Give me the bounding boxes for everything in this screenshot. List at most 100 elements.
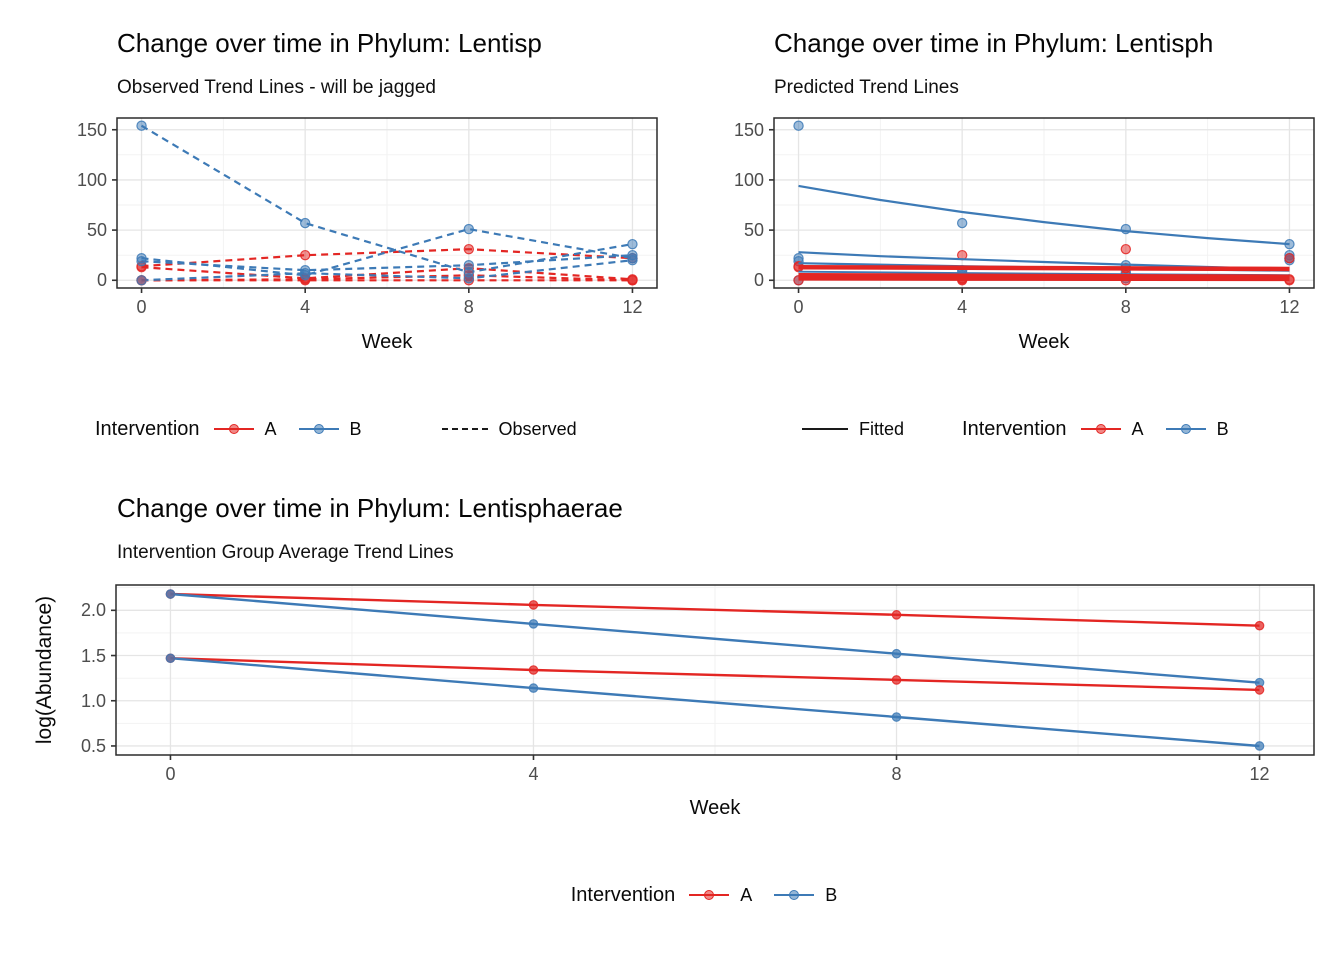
fitted-line-A-fit-1 xyxy=(798,264,1290,272)
y-tick-label: 50 xyxy=(743,220,764,241)
data-point xyxy=(956,217,968,229)
observed-line-A-subject-3 xyxy=(141,274,633,282)
data-point xyxy=(165,589,176,599)
data-point xyxy=(627,255,638,266)
average-line-A-average-lower xyxy=(170,657,1260,692)
panel2-legend-label-a: A xyxy=(1131,418,1144,439)
average-line-A-average-upper xyxy=(170,592,1260,627)
x-tick-label: 12 xyxy=(1249,764,1270,784)
panel3-legend-label-b: B xyxy=(825,884,838,905)
x-tick-label: 4 xyxy=(528,764,539,784)
data-point xyxy=(299,268,311,279)
y-tick-label: 1.0 xyxy=(80,690,106,711)
data-point xyxy=(1120,243,1132,255)
fitted-line-A-fit-2 xyxy=(798,272,1290,280)
x-tick-label: 0 xyxy=(793,297,804,317)
data-point xyxy=(136,120,147,131)
y-tick-label: 100 xyxy=(76,169,107,190)
x-tick-label: 8 xyxy=(891,764,902,784)
x-tick-label: 0 xyxy=(136,297,147,317)
data-point xyxy=(528,619,539,629)
panel3-subtitle: Intervention Group Average Trend Lines xyxy=(117,542,454,563)
fitted-line-B-fit-1 xyxy=(798,184,1290,246)
data-point xyxy=(136,275,147,286)
legend-key-A-icon xyxy=(689,888,730,902)
data-point xyxy=(463,223,475,235)
panel3-legend-label-a: A xyxy=(740,884,753,905)
panel1-legend-label-b: B xyxy=(349,418,362,439)
y-tick-label: 150 xyxy=(733,119,764,140)
panel1-legend-label-linetype: Observed xyxy=(498,418,577,439)
data-point xyxy=(891,648,902,659)
y-tick-label: 150 xyxy=(76,119,107,140)
data-point xyxy=(299,217,311,229)
data-point xyxy=(891,712,902,722)
panel3-xaxis-label: Week xyxy=(689,797,741,819)
data-point xyxy=(1284,252,1295,264)
panel2-xaxis-label: Week xyxy=(1018,331,1070,353)
observed-line-A-subject-1 xyxy=(141,248,633,268)
x-tick-label: 0 xyxy=(165,764,176,784)
data-point xyxy=(627,275,638,286)
panel2-legend: Fitted Intervention A B xyxy=(802,412,1251,446)
data-point xyxy=(528,665,539,675)
data-point xyxy=(528,683,539,693)
data-point xyxy=(627,238,638,250)
legend-key-B-icon xyxy=(774,888,815,902)
average-line-B-average-lower xyxy=(170,657,1260,748)
panel1-legend-label-a: A xyxy=(264,418,277,439)
y-tick-label: 50 xyxy=(86,220,107,241)
observed-line-A-subject-2 xyxy=(141,266,633,281)
data-point xyxy=(528,600,539,610)
data-point xyxy=(1254,620,1265,631)
legend-key-fitted-icon xyxy=(802,422,848,436)
panel3-legend: Intervention A B xyxy=(116,878,1314,912)
y-tick-label: 0 xyxy=(96,270,107,291)
data-point xyxy=(463,273,475,284)
y-tick-label: 2.0 xyxy=(80,600,106,621)
y-tick-label: 100 xyxy=(733,169,764,190)
legend-key-A-icon xyxy=(213,422,254,436)
data-point xyxy=(299,249,311,261)
legend-key-B-icon xyxy=(1165,422,1206,436)
data-point xyxy=(463,243,475,255)
panel1-legend-title: Intervention xyxy=(95,417,200,440)
panel2-legend-label-linetype: Fitted xyxy=(859,418,905,439)
data-point xyxy=(1254,741,1265,751)
legend-key-A-icon xyxy=(1080,422,1121,436)
x-tick-label: 12 xyxy=(622,297,643,317)
x-tick-label: 8 xyxy=(463,297,474,317)
legend-key-B-icon xyxy=(298,422,339,436)
y-tick-label: 0 xyxy=(753,270,764,291)
panel2-legend-label-b: B xyxy=(1216,418,1229,439)
data-point xyxy=(891,610,902,620)
data-point xyxy=(165,653,176,664)
panel1-subtitle: Observed Trend Lines - will be jagged xyxy=(117,77,436,98)
average-line-B-average-upper xyxy=(170,592,1260,684)
panel1-title: Change over time in Phylum: Lentisp xyxy=(117,28,542,58)
fitted-line-A-fit-3 xyxy=(798,277,1290,282)
panel3-legend-title: Intervention xyxy=(570,883,676,906)
x-tick-label: 12 xyxy=(1279,297,1300,317)
data-point xyxy=(463,260,475,271)
panel-border xyxy=(773,117,1315,289)
y-tick-label: 1.5 xyxy=(80,645,106,666)
legend-key-observed-icon xyxy=(441,422,488,436)
x-tick-label: 4 xyxy=(300,297,311,317)
x-tick-label: 8 xyxy=(1120,297,1131,317)
panel1-legend: Intervention A B Observed xyxy=(95,412,599,446)
panel2-legend-title: Intervention xyxy=(962,417,1067,440)
panel-border xyxy=(115,584,1315,756)
panel2-subtitle: Predicted Trend Lines xyxy=(774,77,959,98)
observed-line-B-subject-3 xyxy=(141,254,633,272)
panel-border xyxy=(116,117,658,289)
panel1-xaxis-label: Week xyxy=(361,331,413,353)
data-point xyxy=(136,256,147,267)
observed-line-B-subject-4 xyxy=(141,259,633,282)
data-point xyxy=(891,675,902,685)
y-tick-label: 0.5 xyxy=(80,735,106,756)
panel2-title: Change over time in Phylum: Lentisph xyxy=(774,28,1214,58)
panel3-title: Change over time in Phylum: Lentisphaera… xyxy=(117,493,623,523)
data-point xyxy=(1254,685,1265,695)
